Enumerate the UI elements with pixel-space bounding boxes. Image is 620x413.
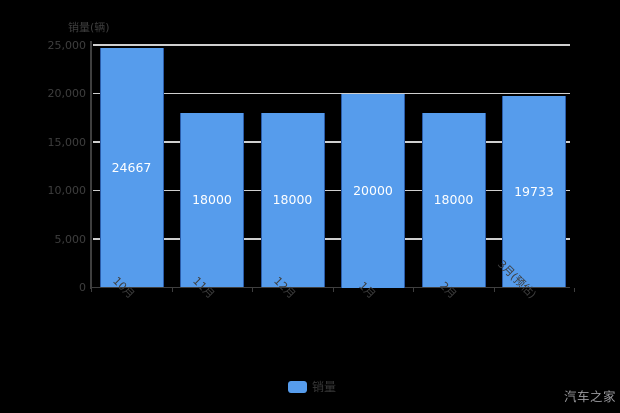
y-axis-tick-label: 15,000 [47,135,87,149]
legend-item-sales[interactable]: 销量 [288,380,336,394]
bar-value-label: 20000 [353,182,393,198]
bar-value-label: 18000 [433,192,474,208]
bar [99,48,164,288]
watermark-autohome: 汽车之家 [564,389,617,404]
bar [502,96,566,288]
y-axis-line [90,41,92,289]
x-axis-baseline [90,286,570,289]
gridline [93,238,570,240]
bar-value-label: 18000 [272,192,313,208]
bar [260,112,325,288]
y-axis-tick-label: 25,000 [47,38,87,52]
x-axis-tick [493,287,495,292]
y-axis-tick-label: 10,000 [47,184,87,197]
bar [341,93,405,288]
y-axis-title: 销量(辆) [68,21,110,34]
gridline [93,189,570,192]
bar-value-label: 18000 [192,192,232,208]
bar [180,112,244,288]
gridline [93,92,570,95]
legend-label: 销量 [312,380,337,394]
y-axis-tick-label: 20,000 [47,87,87,100]
legend-color-swatch [288,381,307,393]
x-axis-tick [413,287,415,292]
y-axis-tick-label: 5,000 [54,232,87,246]
x-axis-tick [332,287,334,292]
gridline [93,44,570,46]
bar-value-label: 19733 [514,183,554,199]
gridline [93,141,570,143]
y-axis-tick-label: 0 [79,281,86,294]
x-axis-tick [91,287,93,292]
x-axis-tick [252,287,254,292]
bar-value-label: 24667 [111,159,152,175]
x-axis-tick [574,287,576,292]
x-axis-tick [171,287,173,292]
bar [421,112,486,288]
